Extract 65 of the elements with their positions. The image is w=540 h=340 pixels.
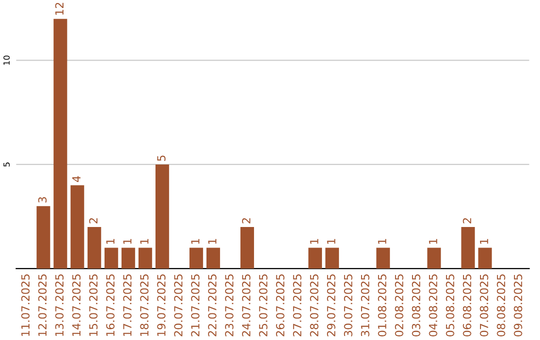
x-tick-label: 09.08.2025	[514, 274, 522, 336]
bar	[54, 18, 68, 269]
data-label: 1	[208, 238, 216, 244]
x-tick-label: 04.08.2025	[428, 274, 438, 336]
bar	[189, 248, 204, 269]
data-label: 2	[89, 218, 98, 224]
data-label: 1	[191, 238, 200, 244]
data-label: 4	[72, 176, 80, 182]
data-label: 3	[38, 197, 47, 202]
x-tick-label: 28.07.2025	[310, 274, 318, 336]
x-tick-label: 29.07.2025	[326, 274, 336, 336]
x-tick-label: 12.07.2025	[38, 274, 47, 336]
x-tick-label: 22.07.2025	[208, 274, 216, 336]
bar	[376, 248, 390, 269]
bar	[138, 248, 152, 269]
x-tick-label: 24.07.2025	[242, 274, 250, 336]
x-tick-label: 14.07.2025	[72, 274, 81, 336]
bar	[122, 248, 136, 269]
data-label: 1	[480, 238, 488, 244]
x-tick-label: 26.07.2025	[276, 274, 284, 336]
data-label: 1	[378, 238, 386, 244]
bar	[427, 248, 441, 269]
x-tick-label: 23.07.2025	[225, 274, 234, 336]
x-tick-label: 06.08.2025	[462, 274, 472, 336]
x-tick-label: 13.07.2025	[55, 274, 64, 336]
data-label: 2	[242, 218, 250, 224]
y-tick-label: 10	[3, 56, 10, 65]
data-label: 1	[123, 238, 132, 244]
bar	[478, 248, 492, 269]
bar	[155, 164, 170, 269]
data-label: 2	[462, 218, 472, 224]
x-tick-label: 17.07.2025	[123, 274, 132, 336]
data-label: 1	[429, 238, 438, 244]
x-tick-label: 16.07.2025	[106, 274, 115, 336]
data-label: 1	[140, 238, 148, 244]
bar	[325, 248, 339, 269]
data-label: 5	[157, 156, 166, 161]
x-tick-label: 31.07.2025	[360, 274, 370, 336]
x-tick-label: 27.07.2025	[293, 274, 302, 336]
x-tick-label: 15.07.2025	[89, 274, 98, 336]
bar	[240, 226, 254, 269]
data-label: 1	[327, 238, 336, 244]
x-tick-label: 01.08.2025	[378, 274, 386, 336]
x-tick-label: 03.08.2025	[412, 274, 420, 336]
x-tick-label: 18.07.2025	[140, 274, 149, 336]
x-tick-label: 08.08.2025	[496, 274, 506, 336]
bar	[70, 185, 84, 269]
bar	[461, 226, 475, 269]
bar	[36, 206, 50, 269]
x-tick-label: 11.07.2025	[21, 274, 30, 336]
x-tick-label: 19.07.2025	[157, 274, 166, 336]
x-tick-label: 02.08.2025	[394, 274, 404, 336]
bar	[104, 248, 118, 269]
x-tick-label: 30.07.2025	[344, 274, 352, 336]
bar	[206, 248, 220, 269]
bar	[88, 226, 102, 269]
data-label: 1	[106, 238, 114, 244]
data-label: 1	[310, 238, 318, 244]
x-tick-label: 20.07.2025	[174, 274, 182, 336]
x-tick-label: 21.07.2025	[191, 274, 200, 336]
x-tick-label: 07.08.2025	[480, 274, 488, 336]
x-tick-label: 25.07.2025	[259, 274, 268, 336]
data-label: 12	[55, 2, 64, 15]
x-tick-label: 05.08.2025	[446, 274, 454, 336]
bar	[308, 248, 322, 269]
